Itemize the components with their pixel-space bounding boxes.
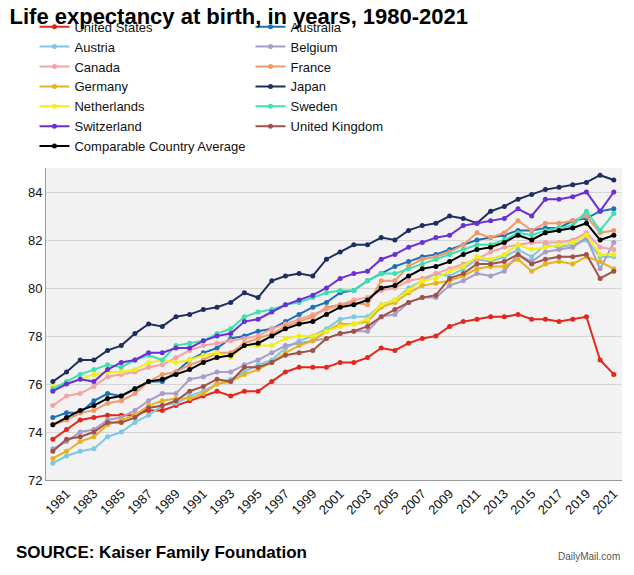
svg-text:Australia: Australia	[291, 20, 342, 35]
svg-text:1987: 1987	[124, 486, 155, 517]
svg-text:2017: 2017	[535, 486, 566, 517]
svg-text:82: 82	[28, 233, 42, 248]
svg-text:Canada: Canada	[74, 60, 120, 75]
svg-text:80: 80	[28, 281, 42, 296]
svg-text:Belgium: Belgium	[291, 40, 338, 55]
svg-text:2019: 2019	[562, 486, 593, 517]
svg-text:2013: 2013	[480, 486, 511, 517]
svg-text:Comparable Country Average: Comparable Country Average	[74, 139, 245, 154]
svg-text:Germany: Germany	[74, 79, 128, 94]
svg-text:1993: 1993	[206, 486, 237, 517]
svg-text:Austria: Austria	[74, 40, 115, 55]
svg-text:2005: 2005	[371, 486, 402, 517]
svg-text:France: France	[291, 60, 331, 75]
svg-text:1981: 1981	[42, 486, 73, 517]
svg-text:74: 74	[28, 425, 42, 440]
svg-text:2001: 2001	[316, 486, 347, 517]
svg-text:Netherlands: Netherlands	[74, 99, 145, 114]
svg-text:72: 72	[28, 473, 42, 488]
svg-text:76: 76	[28, 377, 42, 392]
svg-text:2015: 2015	[507, 486, 538, 517]
svg-text:Switzerland: Switzerland	[74, 119, 141, 134]
svg-text:DailyMail.com: DailyMail.com	[558, 551, 620, 562]
svg-text:84: 84	[28, 185, 42, 200]
svg-text:Japan: Japan	[291, 79, 326, 94]
svg-text:Sweden: Sweden	[291, 99, 338, 114]
svg-text:1983: 1983	[70, 486, 101, 517]
svg-text:1991: 1991	[179, 486, 210, 517]
svg-text:1997: 1997	[261, 486, 292, 517]
svg-text:2011: 2011	[453, 486, 483, 516]
svg-text:1995: 1995	[234, 486, 265, 517]
svg-text:1985: 1985	[97, 486, 128, 517]
svg-text:2009: 2009	[425, 486, 456, 517]
svg-text:2007: 2007	[398, 486, 429, 517]
svg-text:78: 78	[28, 329, 42, 344]
svg-text:SOURCE: Kaiser Family Foundati: SOURCE: Kaiser Family Foundation	[16, 543, 307, 562]
svg-text:2003: 2003	[343, 486, 374, 517]
svg-text:1989: 1989	[152, 486, 183, 517]
svg-text:United Kingdom: United Kingdom	[291, 119, 384, 134]
svg-text:2021: 2021	[589, 486, 620, 517]
svg-text:1999: 1999	[288, 486, 319, 517]
svg-text:United States: United States	[74, 20, 153, 35]
svg-text:Life expectancy at birth, in y: Life expectancy at birth, in years, 1980…	[10, 4, 469, 29]
